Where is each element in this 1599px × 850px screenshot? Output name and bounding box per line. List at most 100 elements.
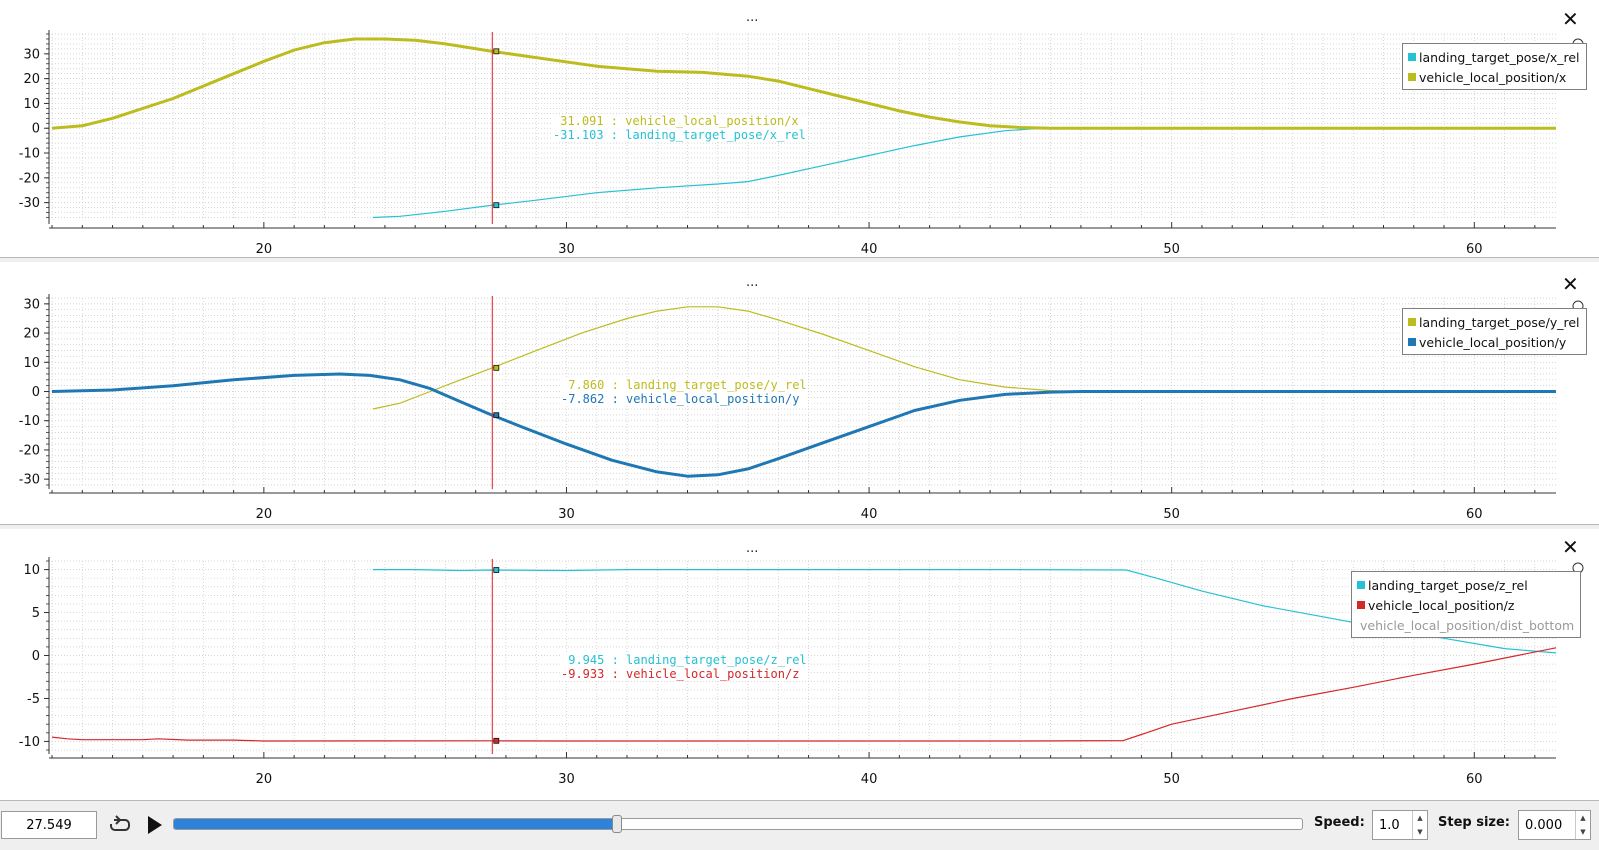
close-icon[interactable]: ✕ xyxy=(1562,535,1579,559)
panel-menu-dots[interactable]: ... xyxy=(746,541,759,556)
x-tick-label: 30 xyxy=(558,772,575,787)
legend-y[interactable]: landing_target_pose/y_rel vehicle_local_… xyxy=(1402,308,1587,355)
cursor-readout: 31.091 : vehicle_local_position/x -31.10… xyxy=(553,114,806,142)
plot-panel-z[interactable]: 20 30 40 50 60 10 5 0 -5 -10 ... ✕ landing_target… xyxy=(0,529,1599,801)
cursor-marker xyxy=(493,48,500,55)
legend-item[interactable]: landing_target_pose/x_rel xyxy=(1408,47,1580,67)
legend-swatch xyxy=(1408,73,1416,81)
slider-progress xyxy=(174,819,618,829)
y-tick-label: -20 xyxy=(19,171,40,186)
legend-swatch xyxy=(1408,338,1416,346)
y-tick-label: 0 xyxy=(32,385,40,400)
y-tick-label: 20 xyxy=(23,327,40,342)
legend-label: vehicle_local_position/dist_bottom xyxy=(1360,617,1575,633)
y-tick-label: -10 xyxy=(19,735,40,750)
series-line-2 xyxy=(51,372,1556,478)
playback-controls: 27.549 Speed: 1.0 ▲ ▼ Step size: 0.000 ▲ ▼ xyxy=(0,801,1599,850)
legend-label: vehicle_local_position/y xyxy=(1419,334,1567,350)
step-size-value: 0.000 xyxy=(1525,817,1563,833)
y-tick-label: 0 xyxy=(32,122,40,137)
spin-arrows-icon[interactable]: ▲ ▼ xyxy=(1575,811,1590,839)
y-tick-label: -5 xyxy=(27,692,40,707)
loop-icon[interactable] xyxy=(108,814,132,836)
x-tick-label: 20 xyxy=(256,242,273,257)
cursor-marker xyxy=(493,202,500,209)
legend-label: landing_target_pose/x_rel xyxy=(1419,49,1580,65)
legend-swatch xyxy=(1408,53,1416,61)
legend-label: landing_target_pose/z_rel xyxy=(1368,577,1528,593)
x-tick-label: 50 xyxy=(1163,507,1180,522)
spin-arrows-icon[interactable]: ▲ ▼ xyxy=(1412,811,1427,839)
slider-handle[interactable] xyxy=(612,815,623,833)
series-line-1 xyxy=(372,127,1066,219)
legend-x[interactable]: landing_target_pose/x_rel vehicle_local_… xyxy=(1402,43,1587,90)
x-tick-label: 60 xyxy=(1466,507,1483,522)
legend-item[interactable]: vehicle_local_position/dist_bottom xyxy=(1357,615,1574,635)
legend-swatch xyxy=(1357,581,1365,589)
x-tick-label: 60 xyxy=(1466,242,1483,257)
x-tick-label: 30 xyxy=(558,242,575,257)
legend-item[interactable]: landing_target_pose/y_rel xyxy=(1408,312,1580,332)
cursor-marker xyxy=(493,567,500,573)
series-line-1 xyxy=(372,306,1081,410)
speed-label: Speed: xyxy=(1314,815,1365,830)
cursor-marker xyxy=(493,737,500,744)
legend-label: landing_target_pose/y_rel xyxy=(1419,314,1580,330)
speed-value: 1.0 xyxy=(1379,817,1400,833)
cursor-readout: 7.860 : landing_target_pose/y_rel -7.862… xyxy=(561,378,807,406)
x-tick-label: 20 xyxy=(256,507,273,522)
cursor-marker xyxy=(493,412,500,419)
y-tick-label: -30 xyxy=(19,473,40,488)
y-tick-label: 10 xyxy=(23,356,40,371)
x-tick-label: 50 xyxy=(1163,242,1180,257)
plot-panel-y[interactable]: 20 30 40 50 60 30 20 10 0 -10 -20 -30 ... ✕ landing… xyxy=(0,262,1599,525)
x-tick-label: 20 xyxy=(256,772,273,787)
x-tick-label: 40 xyxy=(861,772,878,787)
y-tick-label: -10 xyxy=(19,147,40,162)
series-line-2 xyxy=(51,37,1556,130)
x-tick-label: 50 xyxy=(1163,772,1180,787)
readout-line: -31.103 : landing_target_pose/x_rel xyxy=(553,128,806,142)
y-tick-label: -10 xyxy=(19,414,40,429)
legend-swatch xyxy=(1357,601,1365,609)
y-tick-label: -30 xyxy=(19,196,40,211)
legend-label: vehicle_local_position/z xyxy=(1368,597,1515,613)
y-tick-label: 10 xyxy=(23,563,40,578)
readout-line: -7.862 : vehicle_local_position/y xyxy=(561,392,800,406)
legend-item[interactable]: vehicle_local_position/x xyxy=(1408,67,1580,87)
step-size-label: Step size: xyxy=(1438,815,1511,830)
legend-z[interactable]: landing_target_pose/z_rel vehicle_local_… xyxy=(1351,571,1582,638)
readout-line: 31.091 : vehicle_local_position/x xyxy=(553,114,799,128)
close-icon[interactable]: ✕ xyxy=(1562,7,1579,31)
y-tick-label: 30 xyxy=(23,47,40,62)
playback-slider[interactable] xyxy=(173,815,1303,833)
panel-menu-dots[interactable]: ... xyxy=(746,275,759,290)
plot-panel-x[interactable]: 20 30 40 50 60 30 20 10 0 -10 -20 -30 ... ✕ landing… xyxy=(0,0,1599,258)
time-input[interactable]: 27.549 xyxy=(1,811,97,839)
legend-item[interactable]: landing_target_pose/z_rel xyxy=(1357,575,1574,595)
legend-item[interactable]: vehicle_local_position/z xyxy=(1357,595,1574,615)
y-tick-label: 10 xyxy=(23,97,40,112)
step-size-spinbox[interactable]: 0.000 ▲ ▼ xyxy=(1518,810,1591,840)
cursor-readout: 9.945 : landing_target_pose/z_rel -9.933… xyxy=(561,653,807,681)
panel-menu-dots[interactable]: ... xyxy=(746,10,759,25)
series-line-2 xyxy=(51,647,1557,742)
y-tick-label: 30 xyxy=(23,297,40,312)
readout-line: -9.933 : vehicle_local_position/z xyxy=(561,667,800,681)
y-tick-label: -20 xyxy=(19,443,40,458)
x-tick-label: 30 xyxy=(558,507,575,522)
x-tick-label: 60 xyxy=(1466,772,1483,787)
readout-line: 7.860 : landing_target_pose/y_rel xyxy=(561,378,807,392)
y-tick-label: 5 xyxy=(32,606,40,621)
x-tick-label: 40 xyxy=(861,507,878,522)
cursor-marker xyxy=(493,364,500,371)
legend-label: vehicle_local_position/x xyxy=(1419,69,1567,85)
legend-item[interactable]: vehicle_local_position/y xyxy=(1408,332,1580,352)
close-icon[interactable]: ✕ xyxy=(1562,272,1579,296)
y-tick-label: 20 xyxy=(23,72,40,87)
x-tick-label: 40 xyxy=(861,242,878,257)
play-icon[interactable] xyxy=(146,815,164,835)
speed-spinbox[interactable]: 1.0 ▲ ▼ xyxy=(1372,810,1428,840)
y-tick-label: 0 xyxy=(32,649,40,664)
legend-swatch xyxy=(1408,318,1416,326)
